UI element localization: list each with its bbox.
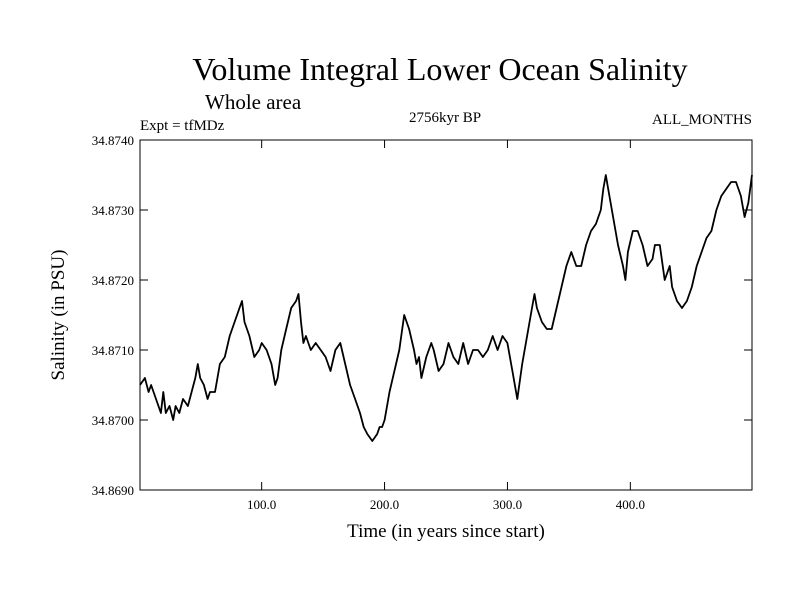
plot-frame	[139, 139, 753, 491]
chart-subtitle: Whole area	[205, 90, 302, 114]
x-tick-label: 400.0	[616, 497, 645, 512]
months-label: ALL_MONTHS	[652, 112, 752, 128]
x-tick-label: 300.0	[493, 497, 522, 512]
x-tick-label: 100.0	[247, 497, 276, 512]
y-tick-label: 34.8730	[92, 203, 134, 218]
y-tick-label: 34.8740	[92, 133, 134, 148]
x-axis-label: Time (in years since start)	[347, 521, 545, 542]
y-tick-label: 34.8710	[92, 343, 134, 358]
series-line-salinity	[139, 174, 753, 442]
series-layer	[139, 174, 753, 442]
period-label: 2756kyr BP	[409, 110, 481, 126]
axes-layer: 100.0 200.0 300.0 400.0 34.8690 34.8700 34.871…	[92, 133, 752, 512]
y-tick-label: 34.8700	[92, 413, 134, 428]
x-tick-label: 200.0	[370, 497, 399, 512]
y-axis-label: Salinity (in PSU)	[48, 250, 69, 381]
chart-title: Volume Integral Lower Ocean Salinity	[192, 51, 687, 87]
y-tick-label: 34.8720	[92, 273, 134, 288]
experiment-label: Expt = tfMDz	[140, 118, 225, 134]
y-tick-label: 34.8690	[92, 483, 134, 498]
